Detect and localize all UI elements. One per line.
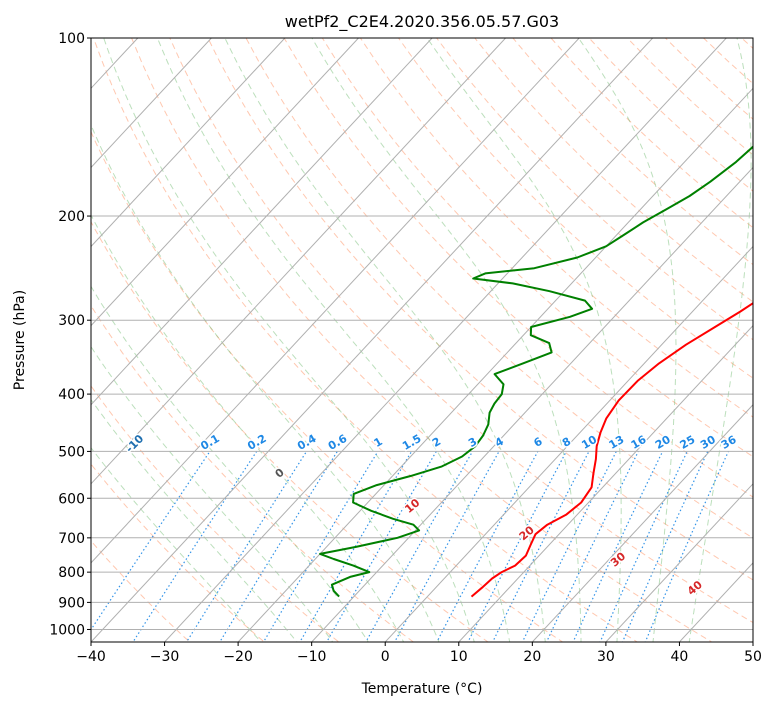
isotherm (237, 87, 753, 642)
isotherm (91, 38, 433, 406)
temperature-profile (470, 301, 753, 598)
moist-adiabat (688, 38, 752, 642)
y-tick-label: 100 (58, 31, 85, 47)
isotherm (605, 483, 753, 642)
x-tick-label: −30 (150, 649, 180, 665)
dry-adiabat (283, 38, 753, 498)
dry-adiabat (91, 220, 489, 642)
isotherm (384, 245, 753, 642)
x-tick-label: −40 (76, 649, 106, 665)
x-tick-label: 20 (523, 649, 541, 665)
y-axis-title: Pressure (hPa) (12, 290, 28, 390)
moist-adiabat (578, 38, 677, 642)
x-tick-label: 40 (671, 649, 689, 665)
y-tick-label: 1000 (49, 622, 85, 638)
y-tick-label: 800 (58, 565, 85, 581)
isotherm (91, 38, 212, 169)
dry-adiabat (207, 38, 753, 581)
y-tick-label: 500 (58, 444, 85, 460)
dry-adiabat (398, 38, 753, 379)
x-tick-label: 50 (744, 649, 762, 665)
dry-adiabat (359, 38, 753, 418)
dewpoint-profile (319, 145, 753, 598)
isotherm (458, 324, 753, 642)
x-tick-label: 0 (381, 649, 390, 665)
y-tick-label: 600 (58, 491, 85, 507)
x-tick-label: 10 (450, 649, 468, 665)
dry-adiabat (169, 38, 753, 624)
y-tick-label: 300 (58, 313, 85, 329)
dry-adiabat (91, 130, 564, 642)
isotherm (91, 38, 506, 485)
isotherm (531, 403, 753, 642)
isotherm (91, 38, 654, 642)
isotherm (91, 38, 359, 327)
isotherm (311, 166, 753, 642)
y-tick-label: 400 (58, 387, 85, 403)
dry-adiabat (131, 38, 713, 642)
y-tick-label: 900 (58, 595, 85, 611)
y-tick-label: 700 (58, 531, 85, 547)
dry-adiabat (93, 38, 639, 642)
x-tick-label: 30 (597, 649, 615, 665)
y-tick-label: 200 (58, 209, 85, 225)
x-axis: −40 −30 −20 −10 0 10 20 30 40 50 (76, 642, 762, 665)
moist-adiabat (224, 38, 546, 642)
x-axis-title: Temperature (°C) (361, 681, 483, 697)
dry-adiabat (91, 540, 191, 642)
moist-adiabat (91, 398, 298, 642)
isotherm (91, 38, 580, 564)
x-tick-label: −20 (223, 649, 253, 665)
grid-layer (91, 38, 753, 642)
isotherm (91, 38, 286, 248)
moist-adiabat (91, 285, 369, 642)
plot-frame (90, 37, 754, 643)
series-layer (319, 145, 753, 598)
isotherm (164, 38, 727, 642)
y-axis: 100 200 300 400 500 600 700 800 900 1000 (49, 31, 91, 638)
x-tick-label: −10 (297, 649, 327, 665)
dry-adiabat (321, 38, 753, 458)
chart-title: wetPf2_C2E4.2020.356.05.57.G03 (285, 12, 559, 32)
dry-adiabat (245, 38, 753, 539)
